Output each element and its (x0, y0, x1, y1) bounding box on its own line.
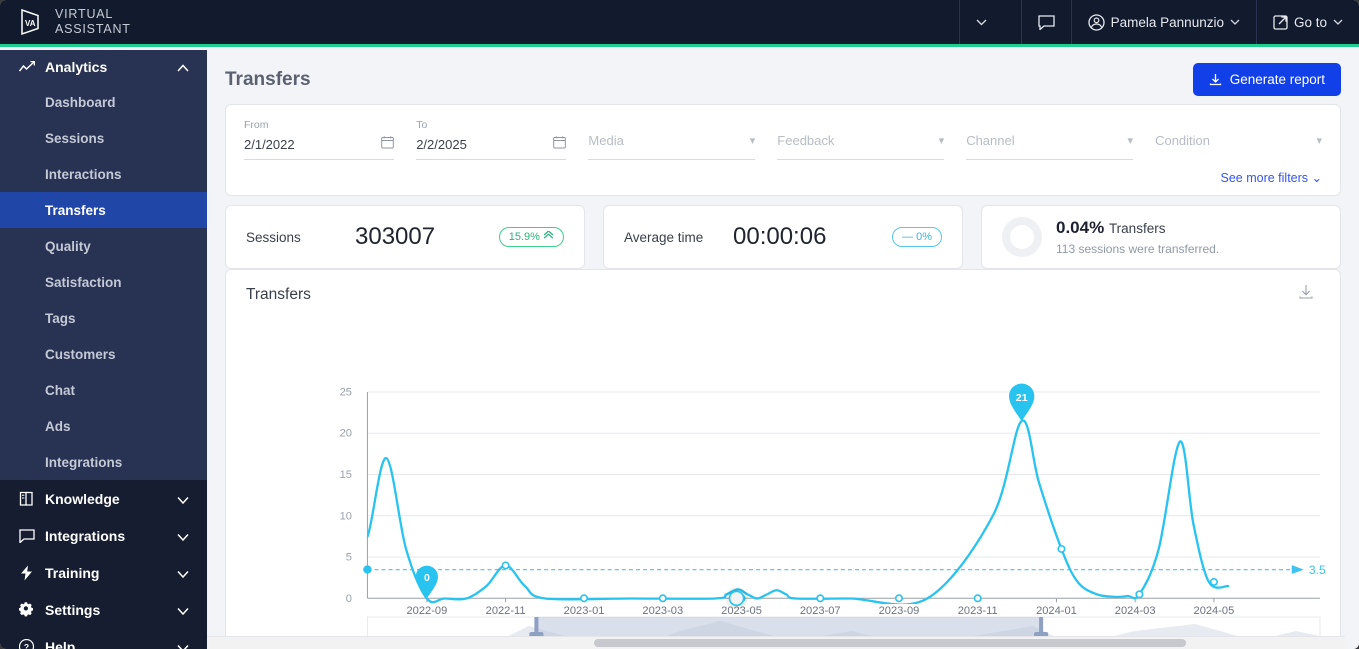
svg-text:2024-05: 2024-05 (1194, 605, 1235, 617)
svg-text:2024-01: 2024-01 (1036, 605, 1077, 617)
svg-text:15: 15 (340, 469, 352, 481)
svg-text:21: 21 (1016, 392, 1028, 404)
svg-text:2023-09: 2023-09 (879, 605, 920, 617)
svg-text:10: 10 (340, 510, 352, 522)
svg-text:2023-11: 2023-11 (958, 605, 998, 617)
svg-text:?: ? (24, 641, 29, 649)
svg-text:25: 25 (340, 387, 352, 399)
svg-text:5: 5 (346, 552, 352, 564)
svg-text:2022-11: 2022-11 (486, 605, 526, 617)
svg-text:2023-03: 2023-03 (642, 605, 683, 617)
svg-text:2022-09: 2022-09 (407, 605, 448, 617)
svg-text:20: 20 (340, 428, 352, 440)
svg-text:3.5: 3.5 (1309, 563, 1326, 577)
svg-text:VA: VA (25, 19, 36, 28)
svg-text:2023-01: 2023-01 (564, 605, 605, 617)
svg-text:0: 0 (424, 572, 430, 584)
svg-text:2024-03: 2024-03 (1115, 605, 1156, 617)
svg-text:0: 0 (346, 593, 352, 605)
svg-text:2023-07: 2023-07 (800, 605, 841, 617)
